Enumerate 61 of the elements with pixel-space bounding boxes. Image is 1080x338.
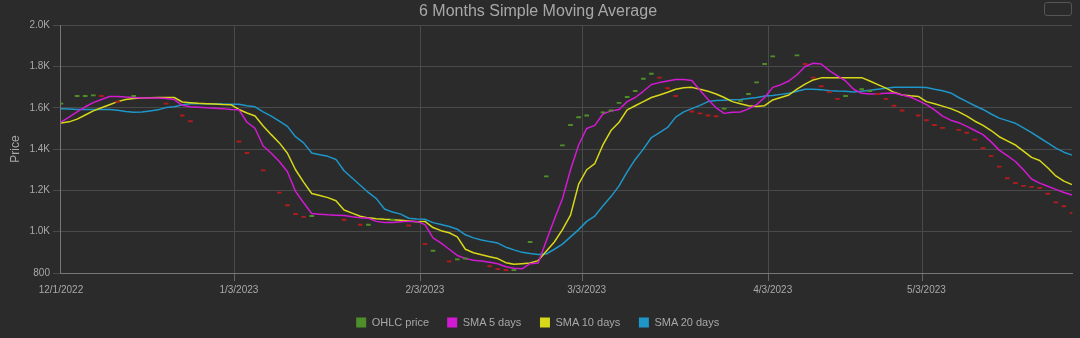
candlestick <box>915 114 921 117</box>
legend-label: SMA 10 days <box>555 315 621 328</box>
candlestick <box>940 126 945 129</box>
candlestick <box>115 100 120 103</box>
x-tick-label: 4/3/2023 <box>753 283 793 295</box>
candlestick <box>754 81 759 84</box>
legend-label: OHLC price <box>371 315 430 328</box>
candlestick <box>487 265 492 268</box>
candlestick <box>60 102 64 105</box>
legend-label: SMA 20 days <box>654 315 720 328</box>
candlestick <box>576 116 581 119</box>
candlestick <box>188 120 193 123</box>
candlestick <box>560 144 565 147</box>
candlestick <box>818 85 824 88</box>
candlestick <box>584 114 590 117</box>
candlestick <box>640 77 646 80</box>
candlestick <box>277 191 282 194</box>
y-tick-label: 2.0K <box>29 18 51 30</box>
candlestick <box>260 169 266 172</box>
candlestick <box>1004 177 1010 180</box>
candlestick <box>956 128 962 131</box>
x-tick-label: 12/1/2022 <box>38 283 84 295</box>
candlestick <box>657 76 662 79</box>
candlestick <box>996 165 1002 168</box>
candlestick <box>810 76 816 79</box>
candlestick <box>454 258 460 261</box>
candlestick <box>90 94 96 97</box>
chart-title: 6 Months Simple Moving Average <box>418 2 658 20</box>
candlestick <box>859 88 865 91</box>
candlestick <box>1029 185 1034 188</box>
y-tick-label: 1.4K <box>29 142 51 154</box>
y-tick-label: 800 <box>33 266 51 278</box>
candlestick <box>665 87 670 90</box>
candlestick <box>827 91 832 94</box>
x-tick-label: 2/3/2023 <box>405 283 445 295</box>
y-tick-label: 1.6K <box>29 101 51 113</box>
y-tick-label: 1.8K <box>29 60 51 72</box>
candlestick <box>649 72 654 75</box>
candlestick <box>285 204 290 207</box>
candlestick <box>365 223 371 226</box>
candlestick <box>924 119 929 122</box>
x-tick-label: 3/3/2023 <box>567 283 607 295</box>
candlestick <box>721 107 727 110</box>
candlestick <box>390 218 395 221</box>
y-tick-label: 1.2K <box>29 184 51 196</box>
candlestick <box>179 114 185 117</box>
candlestick <box>1021 184 1026 187</box>
candlestick <box>543 175 549 178</box>
y-axis-title: Price <box>7 135 22 163</box>
candlestick <box>1053 201 1059 204</box>
candlestick <box>357 223 363 226</box>
legend-label: SMA 5 days <box>462 315 522 328</box>
candlestick <box>770 55 776 58</box>
candlestick <box>738 99 743 102</box>
y-tick-label: 1.0K <box>29 225 51 237</box>
candlestick <box>301 215 306 218</box>
candlestick <box>503 269 509 272</box>
candlestick <box>446 260 452 263</box>
x-tick-label: 5/3/2023 <box>906 283 947 295</box>
candlestick <box>1045 192 1051 195</box>
x-tick-label: 1/3/2023 <box>219 283 259 295</box>
